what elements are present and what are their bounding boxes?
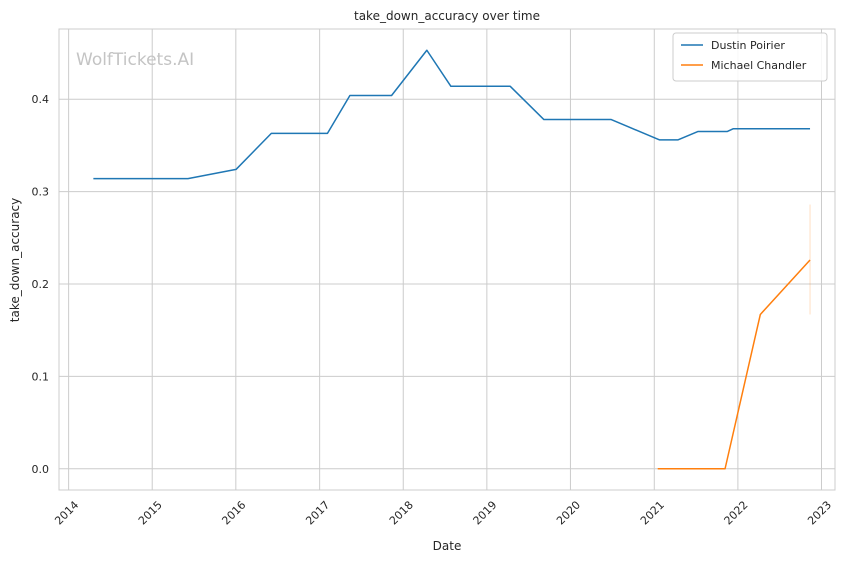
plot-frame <box>58 28 836 491</box>
x-axis-label: Date <box>433 539 462 553</box>
y-tick-label: 0.1 <box>32 370 50 383</box>
x-tick-label: 2020 <box>554 498 583 527</box>
y-tick-label: 0.4 <box>32 93 50 106</box>
x-tick-label: 2018 <box>387 498 416 527</box>
x-tick-label: 2022 <box>722 498 751 527</box>
y-axis-label: take_down_accuracy <box>8 198 22 322</box>
chart-title: take_down_accuracy over time <box>354 9 540 23</box>
y-axis-ticks: 0.0 0.1 0.2 0.3 0.4 <box>32 93 50 476</box>
watermark: WolfTickets.AI <box>76 50 194 70</box>
x-tick-label: 2014 <box>52 498 81 527</box>
grid-lines <box>59 29 835 490</box>
series-line-1 <box>657 259 811 470</box>
x-axis-ticks: 2014 2015 2016 2017 2018 2019 2020 2021 2022 2023 <box>52 498 834 527</box>
plot-background <box>59 29 835 490</box>
x-tick-label: 2016 <box>219 498 248 527</box>
x-tick-label: 2019 <box>471 498 500 527</box>
series-layer <box>93 49 811 470</box>
x-tick-label: 2015 <box>136 498 165 527</box>
y-tick-label: 0.2 <box>32 278 50 291</box>
series-line-0 <box>93 49 811 180</box>
legend-label: Michael Chandler <box>711 59 807 72</box>
x-tick-label: 2021 <box>638 498 667 527</box>
legend-label: Dustin Poirier <box>711 39 785 52</box>
x-tick-label: 2017 <box>303 498 332 527</box>
legend-box <box>672 32 828 82</box>
x-tick-label: 2023 <box>805 498 834 527</box>
legend: Dustin Poirier Michael Chandler <box>672 32 828 82</box>
y-tick-label: 0.3 <box>32 186 50 199</box>
y-tick-label: 0.0 <box>32 463 50 476</box>
